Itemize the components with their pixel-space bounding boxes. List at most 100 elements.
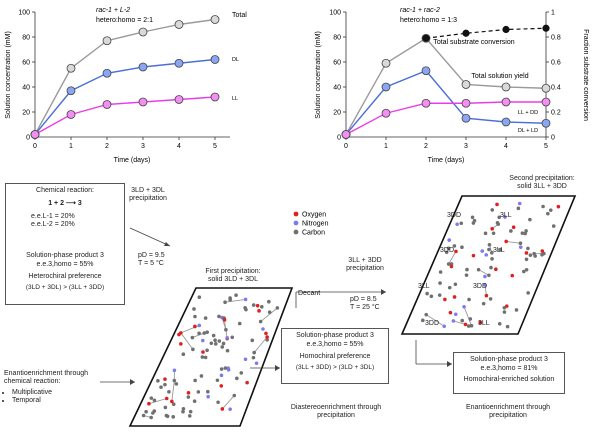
crystal-atom [510,273,515,278]
crystal-atom [260,304,264,309]
crystal-species-label: 3LL [493,247,505,254]
y2-tick-label: 1 [551,10,555,17]
crystal-atom [437,293,442,297]
crystal-atom [533,254,537,258]
crystal-atom [151,411,155,415]
mid-preference: Homochiral preference [299,352,371,360]
second-precip-solid: solid 3LL + 3DD [517,183,567,191]
mid-inequality: (3LL + 3DD) > (3LD + 3DL) [295,364,375,372]
legend-total: Total [232,12,247,19]
x-tick-label: 4 [504,143,508,150]
diastereo-note: Diastereoenrichment through precipitatio… [290,404,382,420]
crystal-atom [237,321,242,326]
legend-ll: LL [232,96,238,102]
atom-legend: Oxygen Nitrogen Carbon [293,212,329,237]
second-precipitation-label: Second precipitation: solid 3LL + 3DD [492,175,592,192]
data-point [66,63,76,73]
data-point [541,118,551,128]
crystal-atom [149,415,153,420]
series-line [34,58,216,135]
data-point [210,92,220,102]
arrowhead-mid [275,365,280,371]
crystal-atom [443,297,447,302]
crystal-bond [425,314,445,327]
crystal-atom [159,385,163,390]
crystal-atom [476,267,481,272]
crystal-atom [541,204,545,209]
crystal-atom [197,331,201,336]
crystal-atom [497,215,501,220]
mid-solution-box: Solution-phase product 3 e.e.3,homo = 55… [281,328,389,384]
crystal-atom [504,239,508,244]
crystal-bond [448,251,457,265]
crystal-atom [503,215,507,219]
crystal-atom [424,312,429,317]
crystal-atom [556,204,561,209]
legend-carbon-label: Carbon [302,230,325,237]
x-axis-label: Time (days) [428,157,465,164]
data-point [462,29,470,37]
crystal-species-label: 3DD [447,212,462,219]
y-tick-label: 40 [333,85,341,92]
crystal-atom [465,267,469,272]
crystal-atom [230,335,235,340]
crystal-atom [186,391,191,395]
annotation-sub: hetero:homo = 1:3 [400,17,457,24]
final-solution-box: Solution-phase product 3 e.e.3,homo = 81… [453,352,565,394]
chart-left: 0 1 2 3 4 5 0 20 40 60 80 100 Time (days) Solution … [5,7,247,164]
data-point [210,15,220,24]
crystal-atom [455,222,459,227]
data-point [210,55,220,64]
crystal-atom [514,308,519,312]
crystal-atom [487,242,492,247]
series-line-dashed [425,27,547,39]
x-tick-label: 2 [105,143,109,150]
mid-ee: e.e.3,homo = 55% [306,340,364,348]
crystal-bond [478,269,490,276]
crystal-atom [467,297,471,302]
crystal-atom [497,321,502,326]
crystal-atom [478,320,483,325]
annotation-top: rac-1 + L-2 [96,7,130,14]
crystal-atom [188,409,193,414]
crystal-atom [164,396,169,401]
crystal-atom [219,373,224,378]
crystal-atom [243,297,248,302]
label-ll-dd: LL + DD [518,110,538,116]
crystal-atom [186,395,191,399]
data-point [102,100,112,109]
data-point [102,68,112,78]
final-title: Solution-phase product 3 [470,356,548,363]
crystal-atom [495,202,499,207]
data-point [501,117,511,127]
data-point [541,97,551,107]
crystal-atom [225,335,229,340]
crystal-atom [524,268,529,272]
chart-right-axes [345,12,547,138]
crystal-atom [228,407,232,411]
crystal-atom [252,350,256,355]
crystal-atom [200,338,205,343]
crystal-atom [453,312,458,317]
series-line [34,18,216,135]
crystal-atom [219,384,224,388]
crystal-atom [251,303,256,307]
crystal-bond [260,307,278,322]
data-point [381,58,391,68]
crystal-atom [209,341,214,346]
crystal-atom [172,368,177,373]
legend-dl: DL [232,57,239,63]
x-tick-label: 0 [344,143,348,150]
y2-tick-label: 0.2 [551,110,561,117]
crystal-atom [258,319,263,324]
crystal-atom [452,295,457,299]
crystal-atom [484,253,489,257]
crystal-atom [235,376,239,381]
arrowhead-crystal [130,379,135,385]
data-point [341,130,351,139]
crystal-atom [483,274,487,279]
enantio-chem-note: Enantioenrichment through chemical react… [4,370,109,406]
data-point [501,82,511,92]
crystal-atom [201,350,205,354]
crystal-atom [181,406,186,411]
